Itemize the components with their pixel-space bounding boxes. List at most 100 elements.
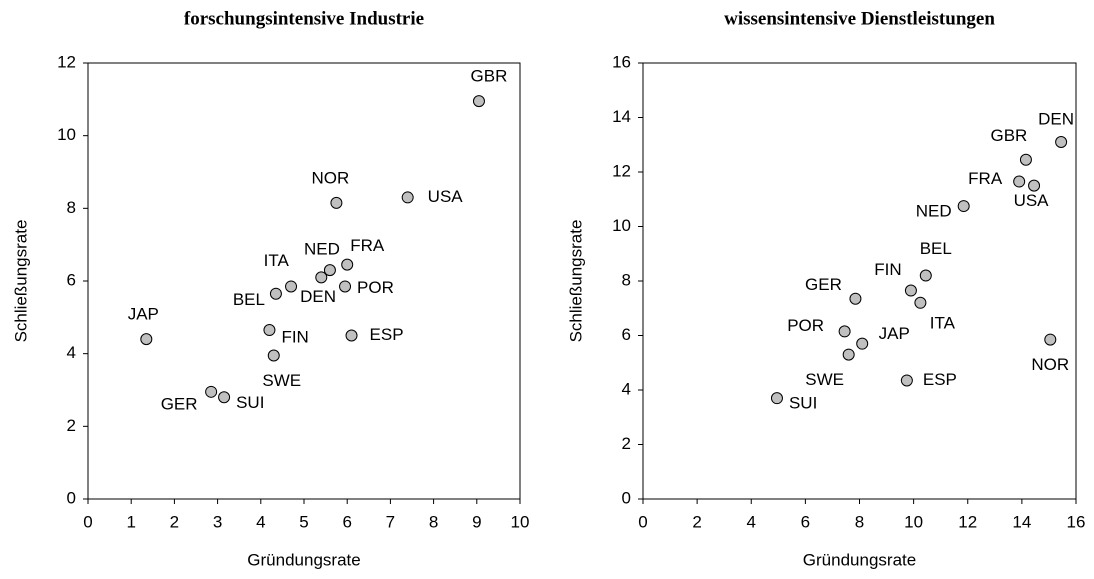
x-tick-label: 10 <box>904 512 923 531</box>
data-point <box>904 284 917 297</box>
data-point <box>345 329 358 342</box>
y-tick-label: 8 <box>622 270 631 289</box>
point-label: DEN <box>1038 110 1074 129</box>
data-point <box>330 196 343 209</box>
x-axis-label: Gründungsrate <box>247 550 360 569</box>
chart-title: forschungsintensive Industrie <box>184 8 424 29</box>
y-tick-label: 10 <box>612 216 631 235</box>
data-point <box>269 287 282 300</box>
point-label: JAP <box>128 305 159 324</box>
point-label: ESP <box>923 370 957 389</box>
data-point <box>1013 175 1026 188</box>
point-label: FRA <box>350 236 385 255</box>
plot-frame <box>87 62 521 500</box>
y-tick-label: 0 <box>622 488 631 507</box>
y-tick-label: 6 <box>67 270 76 289</box>
point-label: FIN <box>874 260 901 279</box>
point-label: GER <box>805 275 842 294</box>
data-point <box>856 337 869 350</box>
x-tick-label: 3 <box>213 512 222 531</box>
point-label: FIN <box>281 328 308 347</box>
x-tick-label: 0 <box>83 512 92 531</box>
x-tick-label: 10 <box>511 512 530 531</box>
x-tick-label: 2 <box>692 512 701 531</box>
x-tick-label: 4 <box>747 512 756 531</box>
data-point <box>1044 333 1057 346</box>
data-point <box>205 385 218 398</box>
x-tick-label: 8 <box>429 512 438 531</box>
data-point <box>339 280 352 293</box>
point-label: POR <box>787 316 824 335</box>
x-tick-label: 4 <box>256 512 265 531</box>
data-point <box>1055 136 1068 149</box>
point-label: BEL <box>920 239 952 258</box>
x-tick-label: 8 <box>855 512 864 531</box>
point-label: USA <box>1014 191 1050 210</box>
point-label: SWE <box>805 370 844 389</box>
point-label: ITA <box>930 313 956 332</box>
y-axis-label: Schließungsrate <box>11 220 30 343</box>
data-point <box>919 269 932 282</box>
x-tick-label: 1 <box>126 512 135 531</box>
x-tick-label: 2 <box>170 512 179 531</box>
data-point <box>770 392 783 405</box>
x-tick-label: 9 <box>472 512 481 531</box>
y-tick-label: 10 <box>57 125 76 144</box>
x-axis-label: Gründungsrate <box>803 550 916 569</box>
data-point <box>140 333 153 346</box>
y-axis-label: Schließungsrate <box>566 220 585 343</box>
point-label: SWE <box>262 371 301 390</box>
point-label: JAP <box>879 324 910 343</box>
point-label: ITA <box>264 251 290 270</box>
y-tick-label: 16 <box>612 52 631 71</box>
data-point <box>849 292 862 305</box>
data-point <box>341 258 354 271</box>
data-point <box>900 374 913 387</box>
y-tick-label: 4 <box>67 343 76 362</box>
data-point <box>472 95 485 108</box>
data-point <box>218 391 231 404</box>
point-label: SUI <box>236 393 264 412</box>
data-point <box>842 348 855 361</box>
x-tick-label: 5 <box>299 512 308 531</box>
y-tick-label: 0 <box>67 488 76 507</box>
data-point <box>957 200 970 213</box>
x-tick-label: 16 <box>1067 512 1086 531</box>
y-tick-label: 2 <box>67 416 76 435</box>
y-tick-label: 6 <box>622 325 631 344</box>
y-tick-label: 14 <box>612 107 631 126</box>
point-label: DEN <box>300 287 336 306</box>
point-label: NOR <box>1031 355 1069 374</box>
point-label: USA <box>428 187 464 206</box>
y-tick-label: 2 <box>622 434 631 453</box>
point-label: GER <box>161 394 198 413</box>
y-tick-label: 12 <box>612 161 631 180</box>
point-label: GBR <box>471 67 508 86</box>
x-tick-label: 7 <box>386 512 395 531</box>
x-tick-label: 0 <box>638 512 647 531</box>
point-label: NOR <box>312 168 350 187</box>
y-tick-label: 8 <box>67 198 76 217</box>
data-point <box>838 325 851 338</box>
data-point <box>1028 179 1041 192</box>
y-tick-label: 4 <box>622 379 631 398</box>
x-tick-label: 6 <box>801 512 810 531</box>
data-point <box>323 264 336 277</box>
data-point <box>401 191 414 204</box>
point-label: FRA <box>968 169 1003 188</box>
point-label: GBR <box>991 126 1028 145</box>
x-tick-label: 12 <box>958 512 977 531</box>
point-label: BEL <box>233 290 265 309</box>
point-label: NED <box>916 202 952 221</box>
point-label: NED <box>304 240 340 259</box>
y-tick-label: 12 <box>57 52 76 71</box>
data-point <box>263 324 276 337</box>
x-tick-label: 6 <box>342 512 351 531</box>
data-point <box>315 271 328 284</box>
point-label: POR <box>357 278 394 297</box>
data-point <box>914 296 927 309</box>
chart-title: wissensintensive Dienstleistungen <box>724 8 995 29</box>
x-tick-label: 14 <box>1012 512 1031 531</box>
